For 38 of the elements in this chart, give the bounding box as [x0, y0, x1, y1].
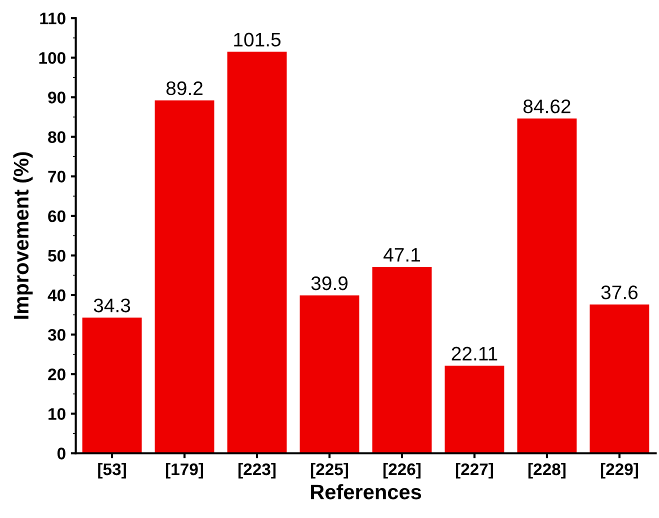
bar [517, 118, 577, 454]
x-tick-label: [229] [600, 462, 638, 479]
bar [82, 318, 142, 454]
bar [444, 366, 504, 454]
y-tick-label: 60 [48, 210, 66, 222]
x-tick-label: [179] [166, 462, 204, 479]
x-tick-label: [223] [238, 462, 276, 479]
y-tick-label: 40 [48, 289, 66, 302]
y-tick-label: 30 [48, 328, 66, 341]
y-tick-label: 50 [48, 250, 66, 262]
x-axis-title: References [310, 484, 422, 500]
x-tick-label: [226] [383, 462, 421, 479]
y-tick-label: 100 [39, 52, 66, 64]
x-tick-label: [53] [98, 462, 126, 479]
x-tick-label: [228] [528, 462, 566, 479]
y-tick-label: 10 [48, 408, 66, 420]
data-label: 39.9 [311, 276, 348, 290]
y-tick-label: 80 [48, 131, 66, 143]
y-tick-label: 20 [48, 368, 66, 380]
data-label: 101.5 [234, 32, 281, 47]
bar [372, 266, 432, 454]
bar [300, 295, 360, 454]
y-tick-label: 90 [48, 92, 66, 104]
bar [154, 100, 214, 454]
data-label: 89.2 [166, 81, 202, 96]
data-label: 84.62 [523, 100, 570, 114]
y-tick-label: 70 [48, 170, 66, 183]
data-label: 34.3 [94, 298, 130, 312]
data-label: 37.6 [601, 286, 638, 300]
x-tick-label: [227] [456, 462, 493, 479]
y-axis-title: Improvement (%) [13, 152, 33, 319]
bar [590, 304, 650, 454]
data-label: 47.1 [384, 248, 420, 262]
y-tick-label: 0 [57, 448, 66, 460]
y-tick-label: 110 [40, 12, 66, 24]
data-label: 22.11 [452, 346, 498, 360]
bar [227, 52, 287, 454]
x-tick-label: [225] [310, 462, 348, 479]
